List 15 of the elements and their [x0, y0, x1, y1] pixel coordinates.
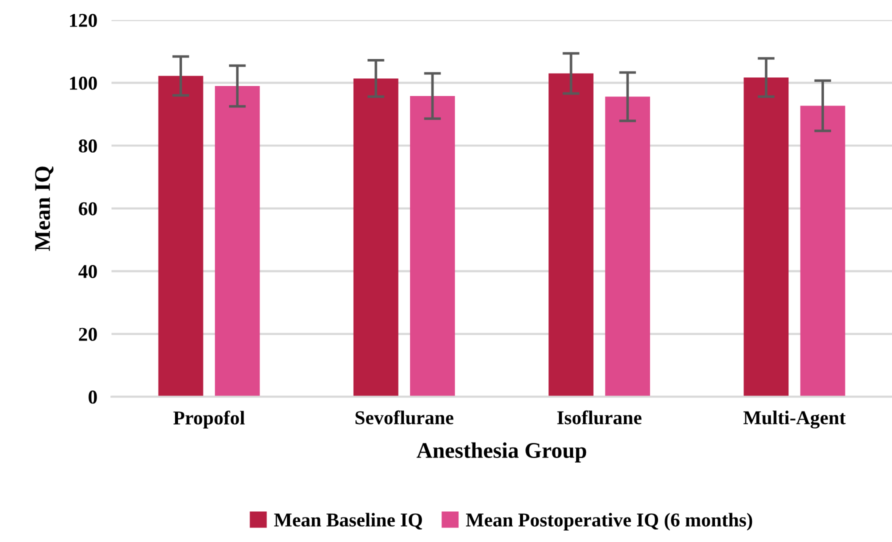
y-tick-label: 60	[78, 202, 97, 216]
y-tick-label: 40	[78, 264, 97, 278]
y-tick-label: 20	[78, 328, 97, 341]
x-tick-label: Isoflurane	[557, 410, 642, 424]
x-tick-label: Multi-Agent	[743, 410, 846, 428]
y-tick-label: 80	[78, 139, 97, 153]
legend-label: Mean Baseline IQ	[274, 512, 422, 530]
x-axis-title: Anesthesia Group	[416, 442, 586, 463]
x-tick-label: Propofol	[173, 410, 245, 428]
x-tick-label: Sevoflurane	[356, 410, 454, 424]
legend-label: Mean Postoperative IQ (6 months)	[466, 512, 752, 531]
y-tick-label: 100	[70, 76, 97, 90]
y-tick-label: 0	[88, 390, 97, 404]
y-tick-label: 120	[70, 14, 97, 27]
y-axis-title: Mean IQ	[35, 166, 54, 251]
